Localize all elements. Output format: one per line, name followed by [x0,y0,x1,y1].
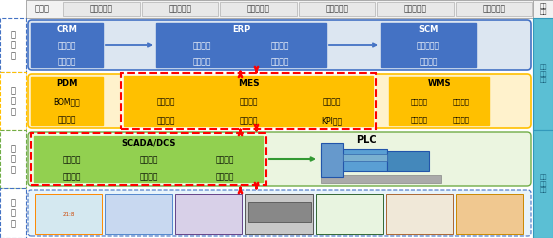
Text: 生产管理: 生产管理 [322,98,341,106]
Bar [299,2,375,16]
FancyBboxPatch shape [28,190,531,236]
Text: SCADA/DCS: SCADA/DCS [121,139,176,148]
Text: 工艺管理: 工艺管理 [58,115,76,124]
Bar [220,2,296,16]
Text: 设备控制: 设备控制 [216,155,234,164]
Text: 过程报警: 过程报警 [139,155,158,164]
Bar [377,2,453,16]
Text: 工艺数据库: 工艺数据库 [90,5,113,14]
Bar [0,188,26,238]
Bar [533,130,553,238]
Bar [31,77,103,125]
Text: 物料管理: 物料管理 [192,58,211,66]
Text: 现场监控: 现场监控 [63,155,81,164]
Bar [456,2,532,16]
Bar [343,154,387,161]
Bar [385,194,453,234]
Text: 有线
通信
网络: 有线 通信 网络 [539,65,547,83]
Text: 订单数据库: 订单数据库 [168,5,191,14]
Text: 自动分拣: 自动分拣 [452,117,469,123]
Text: 企
业
层: 企 业 层 [11,30,15,60]
Text: 操
作
层: 操 作 层 [11,86,15,116]
Text: 数据处理: 数据处理 [63,173,81,182]
Bar [175,194,242,234]
Text: 控
制
层: 控 制 层 [11,144,15,174]
FancyBboxPatch shape [28,20,531,70]
Text: 物料传输: 物料传输 [452,99,469,105]
FancyBboxPatch shape [28,74,531,128]
Text: PDM: PDM [56,79,77,89]
Bar [387,151,429,171]
Bar [381,23,476,67]
Text: 产品数据库: 产品数据库 [325,5,348,14]
Text: 设备管理: 设备管理 [239,98,258,106]
Bar [35,194,102,234]
Text: 事故追忆: 事故追忆 [216,173,234,182]
Bar [31,23,103,67]
Bar [0,72,26,130]
Text: 库存管理: 库存管理 [419,58,438,66]
Bar [34,136,263,182]
Text: MES: MES [238,79,259,88]
Bar [321,175,441,183]
Text: 物料识别: 物料识别 [410,99,427,105]
Text: 无线
通信
网络: 无线 通信 网络 [539,175,547,193]
Text: 数据库: 数据库 [34,5,50,14]
Bar [321,149,387,171]
Text: 通信
系统: 通信 系统 [539,3,547,15]
Text: 财务管理: 财务管理 [192,41,211,50]
Bar [246,194,312,234]
Text: 设备数据库: 设备数据库 [247,5,270,14]
Text: WMS: WMS [427,79,451,89]
Text: PLC: PLC [356,135,376,145]
Bar [124,76,373,126]
Bar [0,18,26,72]
Text: ERP: ERP [232,25,250,35]
Text: SCM: SCM [418,25,439,35]
Bar [105,194,173,234]
Text: 市场管理: 市场管理 [58,58,76,66]
Bar [533,18,553,130]
Bar [121,73,376,129]
Bar [0,130,26,188]
Text: 现
场
层: 现 场 层 [11,198,15,228]
Bar [31,133,266,185]
Text: 实时数据库: 实时数据库 [404,5,427,14]
Text: 货位管理: 货位管理 [410,117,427,123]
FancyBboxPatch shape [28,132,531,186]
Text: 采购管理: 采购管理 [271,41,289,50]
Text: CRM: CRM [56,25,77,35]
Bar [316,194,383,234]
Text: BOM管理: BOM管理 [54,98,80,106]
Bar [142,2,218,16]
Text: 客户管理: 客户管理 [58,41,76,50]
Text: 计划分解: 计划分解 [156,98,175,106]
Bar [26,0,533,18]
Bar [63,2,139,16]
Bar [321,143,343,177]
Bar [456,194,523,234]
Bar [156,23,326,67]
Bar [389,77,489,125]
Text: KPI管理: KPI管理 [321,116,342,125]
Text: 质量追溯: 质量追溯 [239,116,258,125]
Text: 人事管理: 人事管理 [271,58,289,66]
Text: 供应商管理: 供应商管理 [417,41,440,50]
Text: 能源管理: 能源管理 [156,116,175,125]
Text: 历史数据库: 历史数据库 [482,5,505,14]
Text: 人机界面: 人机界面 [139,173,158,182]
Bar [248,202,311,222]
Bar [533,0,553,18]
Text: 21:8: 21:8 [63,212,75,217]
